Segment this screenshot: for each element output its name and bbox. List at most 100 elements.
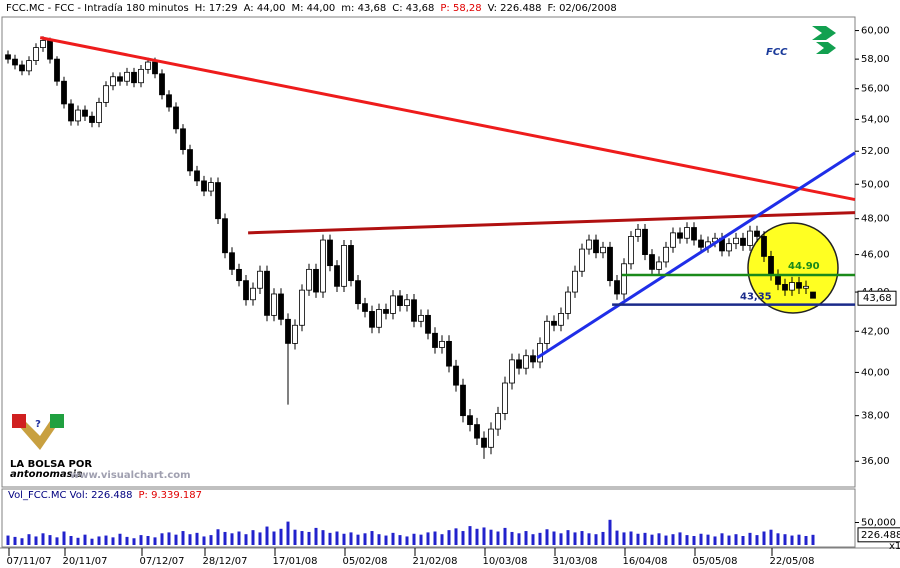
volume-bar [433,531,437,545]
candle-body [747,230,753,246]
candle-body [418,314,424,322]
candle-body [152,61,158,75]
candle-body [446,340,452,367]
volume-bar [223,531,227,545]
candle-body [75,109,81,122]
volume-bar [20,538,24,545]
candle-body [467,415,473,425]
volume-bar [762,531,766,545]
volume-bar [188,534,192,545]
logo: FCC [766,47,788,58]
volume-bar [202,536,206,545]
candle-body [313,268,319,293]
volume-bar [559,533,563,545]
volume-bar [286,521,290,545]
candle-body [404,299,410,306]
candle-body [761,236,767,257]
candle-body [166,94,172,108]
volume-bar [545,529,549,545]
date-label: 28/12/07 [203,556,248,567]
volume-bar [538,532,542,545]
volume-bar [384,535,388,545]
volume-bar [678,532,682,545]
date-label: 10/03/08 [483,556,528,567]
volume-bar [356,534,360,545]
volume-bar [594,534,598,545]
candle-body [628,236,634,265]
candle-body [411,299,417,322]
header-item: V: 226.488 [488,3,542,14]
volume-bar [321,530,325,545]
candle-body [607,246,613,282]
volume-bar [447,530,451,545]
candle-body [768,256,774,276]
volume-bar [790,535,794,545]
volume-bar [552,531,556,545]
date-label: 21/02/08 [413,556,458,567]
volume-bar [706,534,710,545]
volume-bar [657,533,661,545]
volume-bar [720,533,724,545]
volume-bar [13,536,17,545]
candle-body [110,76,116,87]
candles [5,36,816,459]
candle-body [145,61,151,70]
candle-body [96,101,102,123]
volume-bar [650,534,654,545]
header-item: FCC.MC - FCC - Intradía 180 minutos [6,2,189,14]
candle-body [103,85,109,103]
candle-body [5,54,11,60]
candle-body [649,254,655,270]
volume-bar [349,532,353,545]
candle-body [614,280,620,295]
y-tick-label: 38,00 [861,411,890,422]
header: FCC.MC - FCC - Intradía 180 minutos H: 17… [6,2,617,14]
volume-bar [797,534,801,545]
candle-body [194,170,200,182]
volume-bar [69,536,73,545]
volume-bar [195,532,199,545]
header-item: P: 58,28 [440,3,481,14]
candle-body [481,437,487,448]
candle-body [341,245,347,287]
trendline [248,211,856,235]
volume-bar [83,534,87,545]
volume-bar [181,531,185,545]
last-volume-label: 226.488 [861,530,900,541]
volume-bar [608,519,612,545]
volume-bar [587,533,591,545]
volume-bar [769,529,773,545]
candle-body [460,384,466,417]
y-tick-label: 58,00 [861,54,890,65]
candle-body [215,182,221,220]
level-label: 43,35 [740,292,772,303]
y-tick-label: 50,00 [861,179,890,190]
candle-body [12,58,18,66]
price-panel [1,16,856,488]
last-volume-box [857,527,900,543]
candle-body [271,293,277,316]
candle-body [425,314,431,334]
volume-bar [216,529,220,545]
volume-bar [454,528,458,545]
candle-body [131,71,137,84]
volume-header: Vol_FCC.MC Vol: 226.488 P: 9.339.187 [8,490,202,501]
candle-body [222,218,228,254]
volume-bar [629,531,633,545]
volume-bar [300,531,304,545]
date-label: 05/05/08 [693,556,738,567]
level-label: 44.90 [788,261,820,272]
candle-body [551,320,557,326]
candle-body [698,239,704,248]
volume-bar [230,533,234,545]
date-label: 05/02/08 [343,556,388,567]
logo-chevron [812,26,836,40]
y-tick-label: 40,00 [861,367,890,378]
volume-bar [34,536,38,545]
volume-bar [307,531,311,545]
candle-body [264,270,270,316]
candle-body [89,115,95,123]
candle-body [684,227,690,239]
